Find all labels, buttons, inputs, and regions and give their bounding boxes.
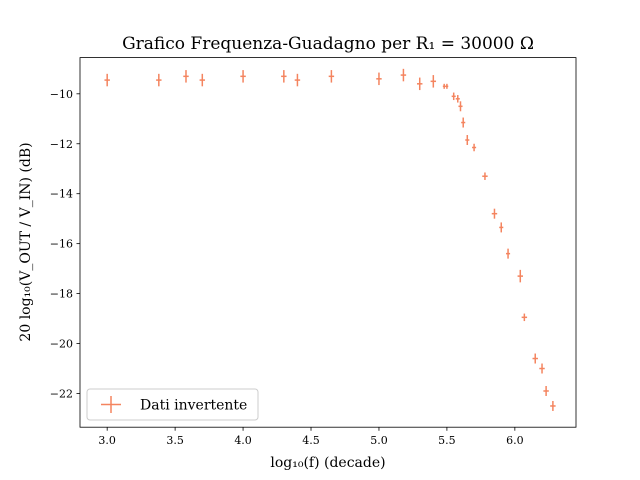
data-point [451, 92, 456, 101]
data-point [430, 75, 437, 88]
data-point [482, 172, 488, 180]
data-point [104, 73, 110, 87]
data-point [517, 269, 524, 283]
data-point [328, 70, 335, 83]
data-point [532, 353, 538, 364]
y-axis-label: 20 log₁₀(V_OUT / V_IN) (dB) [18, 142, 34, 341]
data-point [506, 248, 511, 259]
data-point [521, 313, 528, 322]
legend-marker [101, 396, 121, 413]
data-point [491, 208, 498, 219]
data-series [104, 68, 556, 411]
y-tick-label: −16 [50, 238, 73, 251]
data-point [156, 73, 162, 87]
plot-area [79, 57, 577, 428]
data-point [240, 70, 246, 83]
data-point [294, 73, 301, 87]
data-point [465, 135, 470, 146]
data-point [455, 95, 460, 103]
data-point [199, 73, 206, 87]
x-tick-label: 6.0 [506, 434, 524, 447]
legend-label: Dati invertente [140, 398, 247, 414]
y-tick-label: −14 [50, 188, 73, 201]
data-point [281, 70, 287, 83]
x-axis: 3.0 3.5 4.0 4.5 5.0 5.5 6.0 [98, 427, 524, 447]
x-tick-label: 4.5 [302, 434, 320, 447]
data-point [400, 68, 407, 82]
data-point [550, 400, 556, 411]
x-tick-label: 3.5 [166, 434, 184, 447]
x-tick-label: 5.0 [370, 434, 388, 447]
data-point [458, 101, 463, 112]
data-point [183, 70, 189, 83]
legend-box [86, 388, 259, 421]
y-axis: −10 −12 −14 −16 −18 −20 −22 [50, 88, 80, 400]
data-point [499, 222, 504, 233]
y-tick-label: −22 [50, 387, 73, 400]
legend: Dati invertente [86, 388, 259, 421]
x-axis-label: log₁₀(f) (decade) [270, 455, 385, 471]
x-tick-label: 3.0 [98, 434, 116, 447]
axes-frame [79, 57, 577, 428]
x-tick-label: 5.5 [438, 434, 456, 447]
y-tick-label: −18 [50, 288, 73, 301]
x-tick-label: 4.0 [234, 434, 252, 447]
chart-title: Grafico Frequenza-Guadagno per R₁ = 3000… [122, 34, 534, 54]
data-point [376, 72, 382, 86]
data-point [442, 83, 446, 89]
y-tick-label: −12 [50, 138, 73, 151]
data-point [472, 143, 477, 152]
y-tick-label: −10 [50, 88, 73, 101]
data-point [445, 83, 449, 89]
y-tick-label: −20 [50, 338, 73, 351]
data-point [417, 77, 423, 91]
data-point [539, 363, 545, 374]
data-point [543, 385, 549, 396]
data-point [461, 117, 466, 128]
